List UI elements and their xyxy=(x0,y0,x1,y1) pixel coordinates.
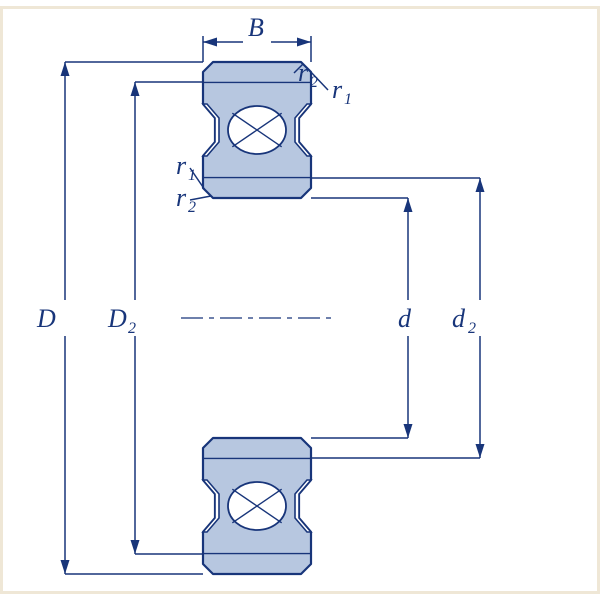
label-r2-inner: r xyxy=(176,183,187,212)
label-r1-inner: r xyxy=(176,151,187,180)
label-r1-outer: r xyxy=(332,75,343,104)
label-d2: d xyxy=(452,304,466,333)
label-r1-outer-sub: 1 xyxy=(344,91,352,108)
label-B: B xyxy=(248,13,264,42)
label-D2: D xyxy=(107,304,127,333)
label-r2-inner-sub: 2 xyxy=(188,199,196,216)
label-r2-outer-sub: 2 xyxy=(310,74,318,91)
label-D: D xyxy=(36,304,56,333)
label-d: d xyxy=(398,304,412,333)
label-d2-sub: 2 xyxy=(468,320,476,337)
label-D2-sub: 2 xyxy=(128,320,136,337)
label-r2-outer: r xyxy=(298,58,309,87)
bearing-cross-section-diagram: DD2Bdd2r1r2r1r2 xyxy=(0,0,600,600)
